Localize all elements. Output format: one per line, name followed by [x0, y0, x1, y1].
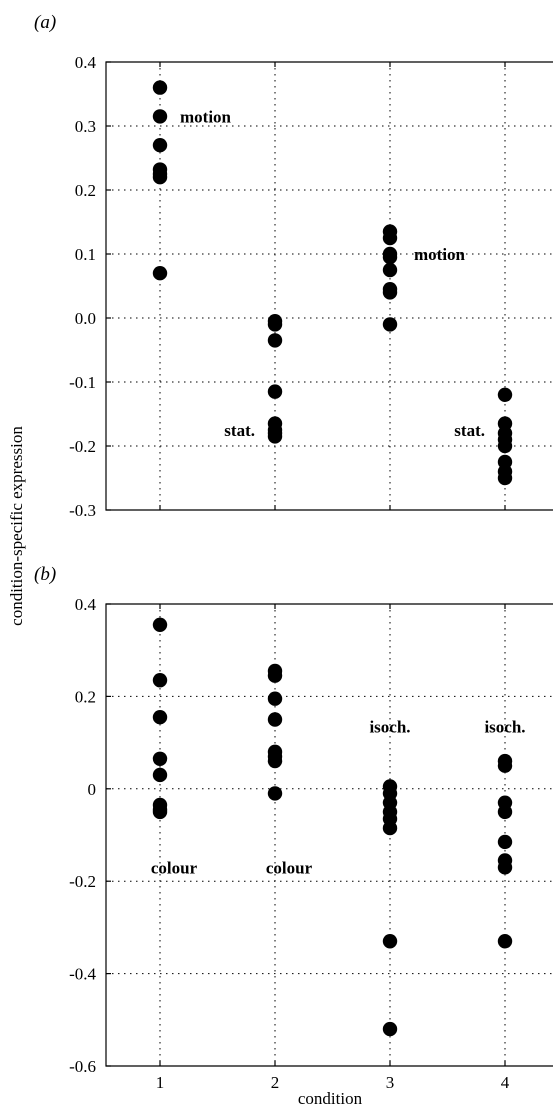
panel-b-point-c3-6: [382, 934, 398, 949]
panel-b-point-c1-4: [152, 767, 168, 783]
panel-b-label: (b): [34, 564, 56, 585]
panel-b-point-c4-3: [497, 804, 513, 820]
panel-a-point-c2-1: [267, 317, 283, 332]
panel-b-ytick-label-2: 0: [88, 780, 97, 799]
panel-b-point-c2-7: [267, 786, 283, 801]
panel-a-ytick-label-0: 0.4: [75, 53, 97, 72]
panel-a-ytick-label-6: -0.2: [69, 437, 96, 456]
panel-b-annotation-3: isoch.: [484, 717, 525, 736]
panel-b-point-c2-3: [267, 712, 283, 727]
panel-a-frame: [105, 61, 553, 511]
panel-a-ytick-label-3: 0.1: [75, 245, 96, 264]
panel-b-point-c1-7: [152, 804, 168, 820]
panel-b-point-c3-7: [382, 1021, 398, 1037]
panel-a-point-c3-3: [382, 250, 398, 265]
panel-a-ytick-label-5: -0.1: [69, 373, 96, 392]
panel-b-ytick-label-0: 0.4: [75, 595, 97, 614]
panel-a-label: (a): [34, 12, 56, 33]
panel-a-ytick-label-7: -0.3: [69, 501, 96, 520]
panel-b-annotation-1: colour: [266, 858, 313, 877]
panel-b-point-c1-0: [152, 617, 168, 632]
panel-b-xtick-label-1: 2: [271, 1073, 280, 1092]
panel-b-point-c2-6: [267, 753, 283, 769]
panel-b-ytick-label-4: -0.4: [69, 965, 96, 984]
x-axis-title: condition: [298, 1089, 363, 1108]
panel-a-point-c4-7: [497, 470, 513, 486]
panel-a-plot: 0.4 0.3 0.2 0.1 0.0 -0.1 -0.2 -0.3 motion stat. mo…: [69, 53, 553, 520]
panel-a-point-c3-1: [382, 230, 398, 246]
panel-a-point-c1-0: [152, 80, 168, 95]
panel-b-ytick-label-1: 0.2: [75, 687, 96, 706]
panel-b-xtick-label-0: 1: [156, 1073, 165, 1092]
panel-a-ytick-label-2: 0.2: [75, 181, 96, 200]
panel-a-annotation-3: stat.: [454, 421, 485, 440]
panel-a-point-c3-6: [382, 285, 398, 300]
panel-a-ytick-label-1: 0.3: [75, 117, 96, 136]
panel-a-point-c1-1: [152, 109, 168, 124]
panel-a-point-c1-5: [152, 170, 168, 185]
panel-b-frame: [105, 603, 553, 1067]
panel-a-point-c2-3: [267, 384, 283, 399]
panel-b-point-c4-7: [497, 934, 513, 949]
panel-a-point-c1-2: [152, 138, 168, 153]
panel-a-annotation-2: motion: [414, 245, 466, 264]
panel-a-point-c4-4: [497, 438, 513, 454]
panel-a-annotation-0: motion: [180, 107, 232, 126]
panel-b-point-c4-1: [497, 758, 513, 773]
panel-a-point-c3-4: [382, 262, 398, 278]
panel-a-ytick-label-4: 0.0: [75, 309, 96, 328]
panel-b-point-c4-6: [497, 860, 513, 875]
panel-b-point-c3-5: [382, 820, 398, 836]
panel-a-point-c1-6: [152, 266, 168, 281]
panel-a-point-c2-7: [267, 429, 283, 444]
panel-b-ytick-label-5: -0.6: [69, 1057, 96, 1076]
panel-b-annotation-0: colour: [151, 858, 198, 877]
panel-a-point-c3-7: [382, 317, 398, 332]
panel-a-point-c2-2: [267, 333, 283, 348]
panel-b-ytick-label-3: -0.2: [69, 872, 96, 891]
y-axis-title: condition-specific expression: [7, 426, 26, 626]
panel-b-annotation-2: isoch.: [369, 717, 410, 736]
panel-b-point-c2-1: [267, 668, 283, 683]
panel-b-plot: 0.4 0.2 0 -0.2 -0.4 -0.6 colour colour isoch. iso…: [69, 595, 553, 1092]
panel-b-xtick-label-2: 3: [386, 1073, 395, 1092]
panel-b-xtick-label-3: 4: [501, 1073, 510, 1092]
panel-a-point-c4-0: [497, 387, 513, 402]
panel-b-point-c4-4: [497, 834, 513, 850]
panel-b-point-c1-1: [152, 673, 168, 688]
panel-a-annotation-1: stat.: [224, 421, 255, 440]
panel-b-point-c1-2: [152, 709, 168, 725]
panel-b-point-c1-3: [152, 751, 168, 766]
panel-b-point-c2-2: [267, 691, 283, 706]
